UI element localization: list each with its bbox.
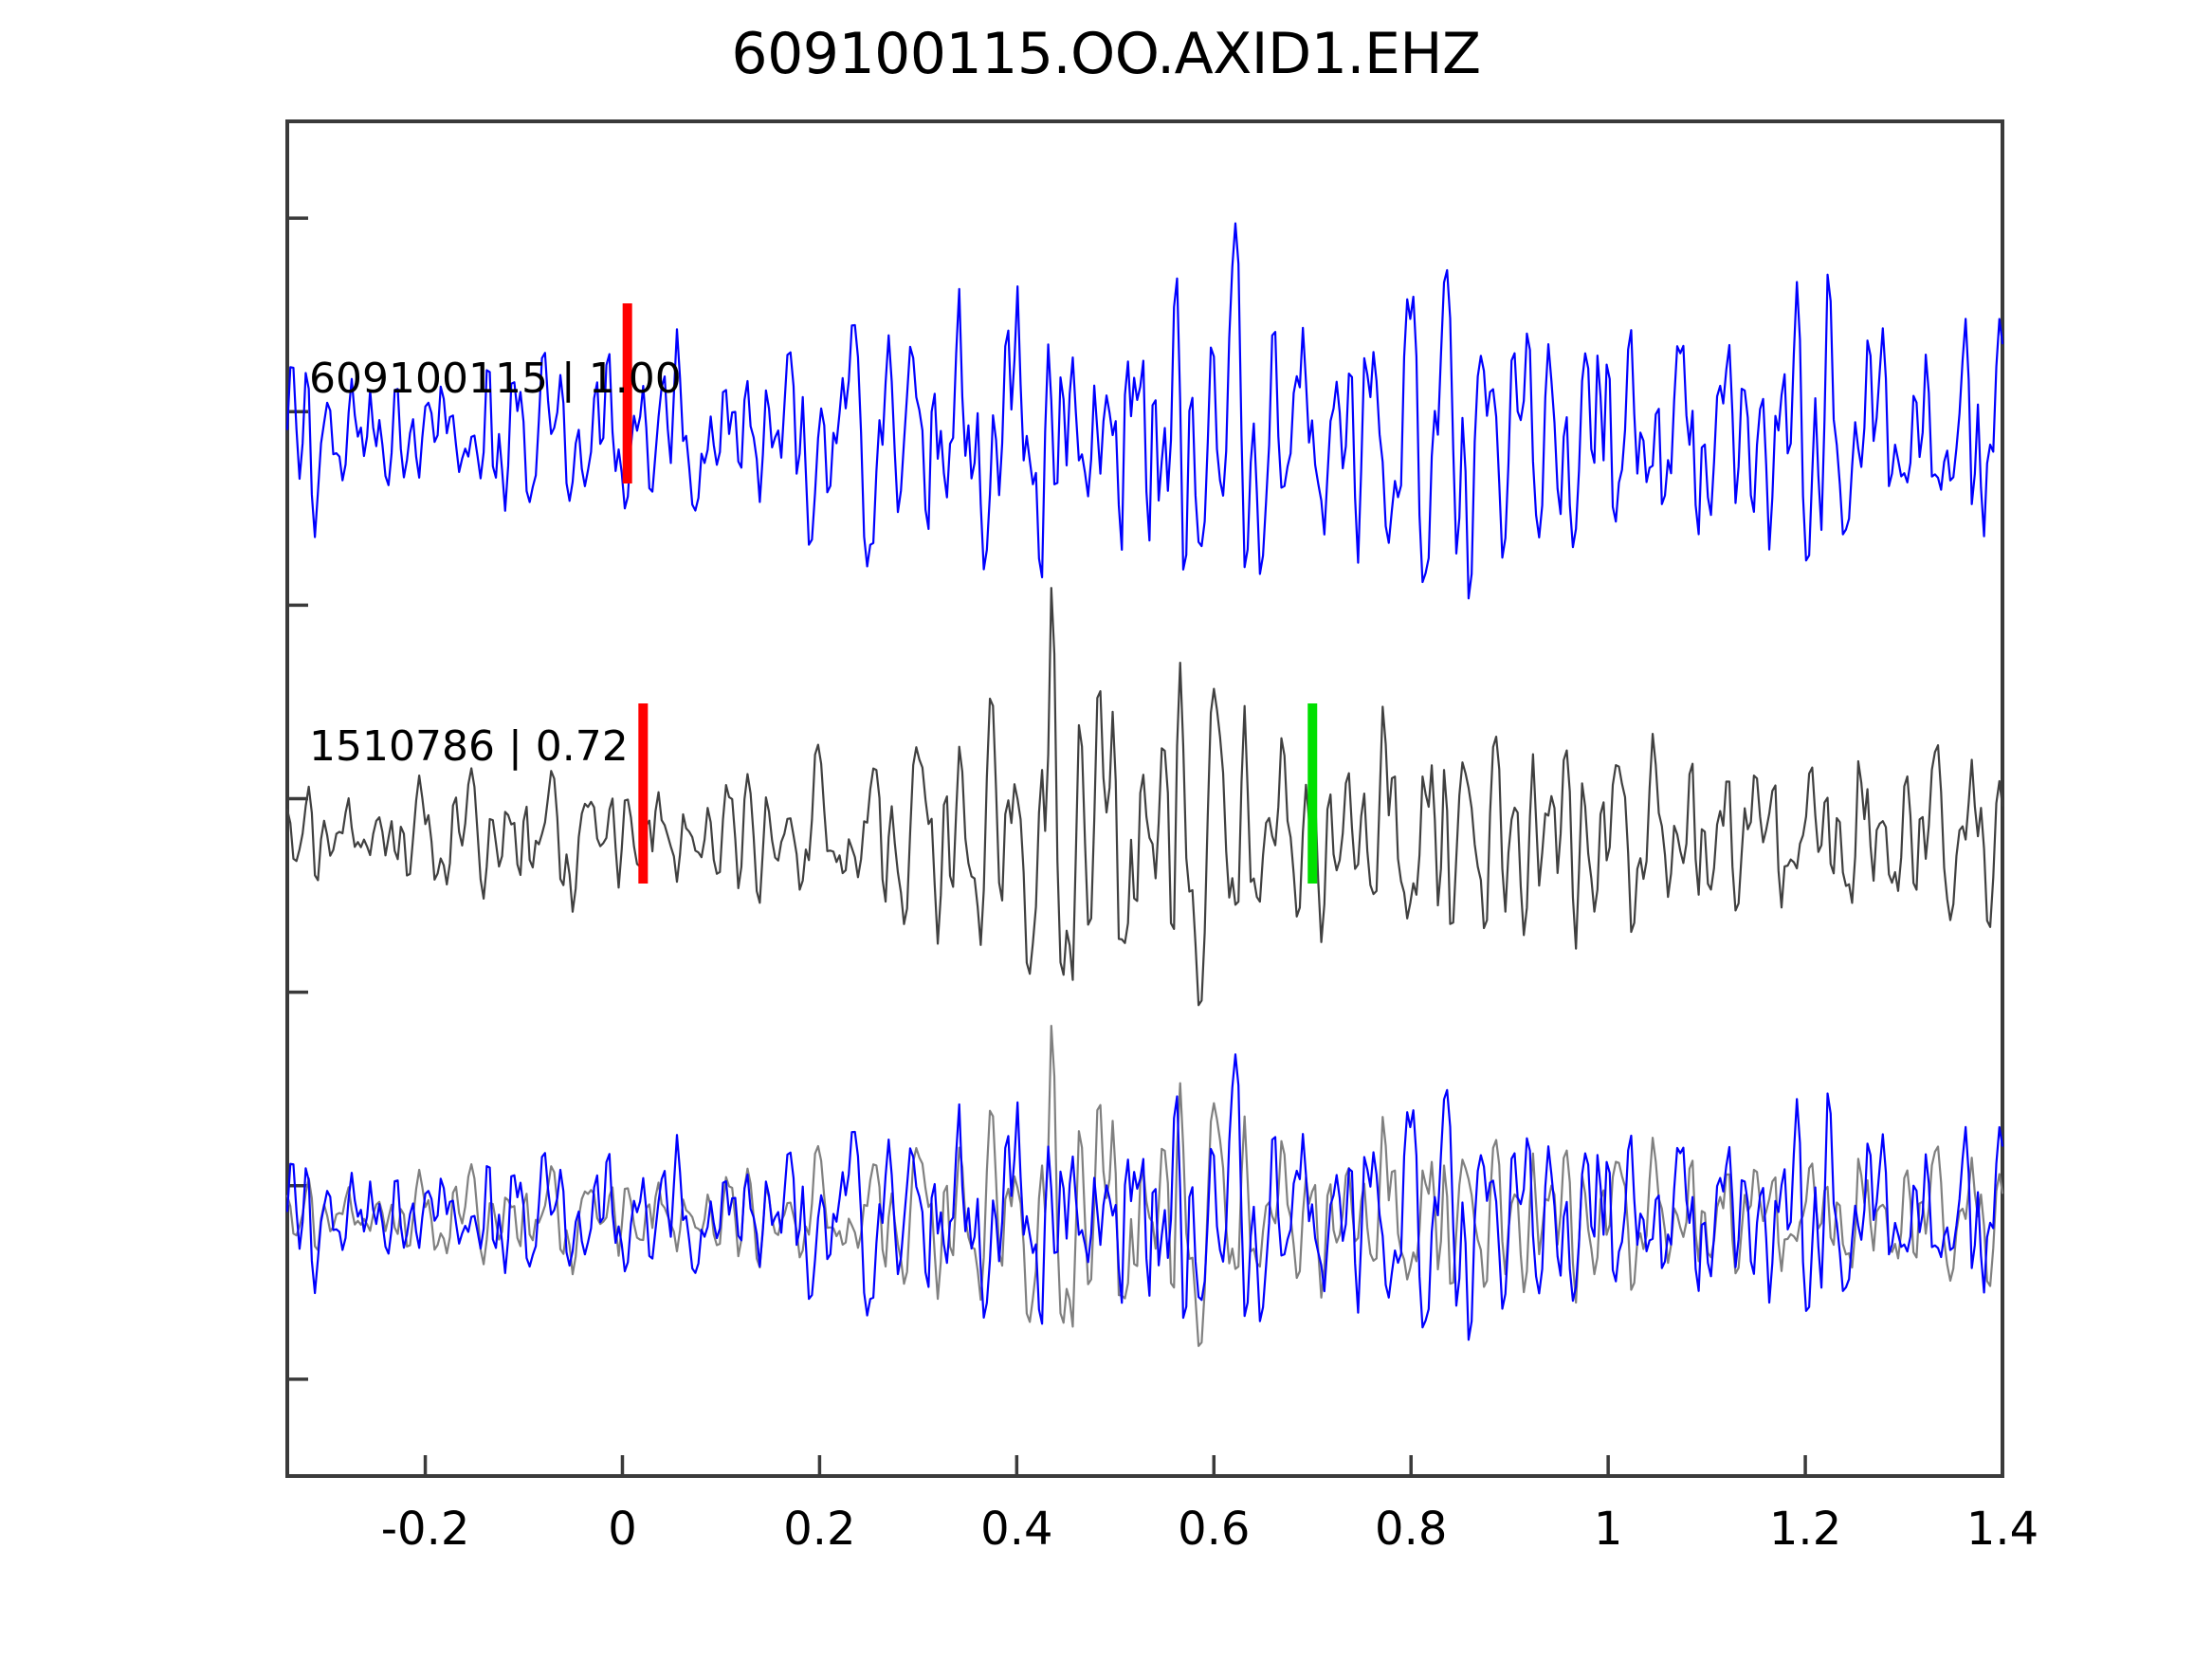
trace-label-template: 609100115 | 1.00 bbox=[309, 355, 682, 403]
x-tick-label: 0.2 bbox=[783, 1503, 856, 1556]
x-tick-label: 0.4 bbox=[980, 1503, 1053, 1556]
axis-ticks bbox=[287, 216, 2004, 1476]
x-tick-label: 1.2 bbox=[1768, 1503, 1842, 1556]
x-tick-label: 0 bbox=[608, 1503, 637, 1556]
x-tick-label: 0.8 bbox=[1375, 1503, 1448, 1556]
waveform-traces bbox=[285, 222, 2004, 1347]
x-tick-label: -0.2 bbox=[380, 1503, 470, 1556]
x-tick-label: 0.6 bbox=[1178, 1503, 1251, 1556]
x-tick-label: 1.4 bbox=[1965, 1503, 2039, 1556]
trace-label-detection: 1510786 | 0.72 bbox=[309, 722, 629, 771]
x-tick-label: 1 bbox=[1593, 1503, 1623, 1556]
page-title: 609100115.OO.AXID1.EHZ bbox=[731, 21, 1481, 87]
pick-markers bbox=[622, 303, 1318, 884]
